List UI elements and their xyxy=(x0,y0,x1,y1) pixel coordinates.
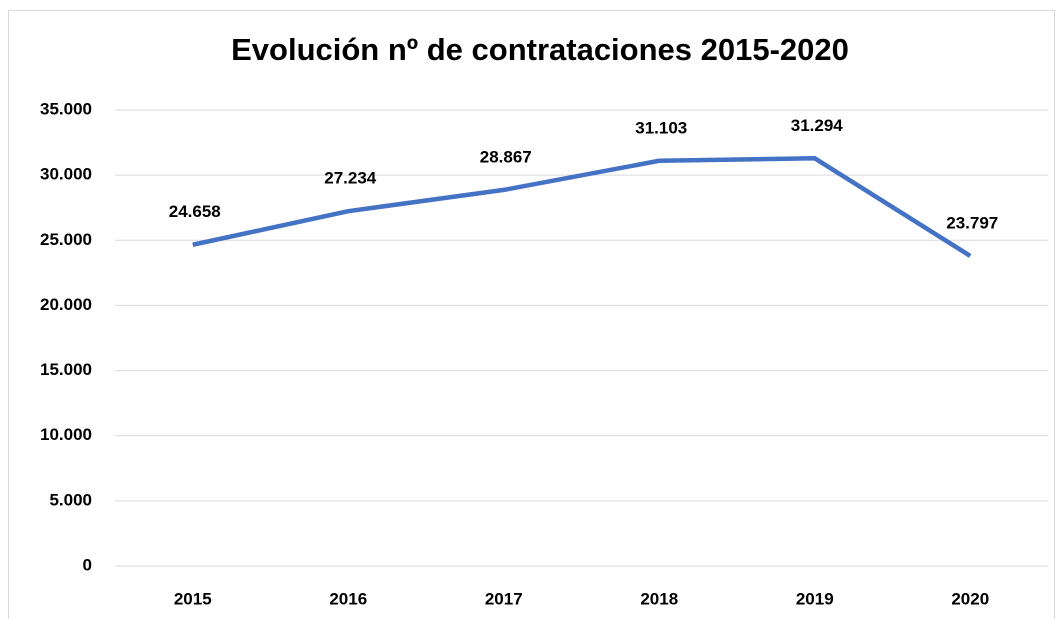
y-tick-label: 0 xyxy=(83,555,92,574)
x-tick-label: 2018 xyxy=(640,589,678,608)
data-label: 31.294 xyxy=(791,116,844,135)
data-label: 31.103 xyxy=(635,118,687,137)
y-tick-label: 5.000 xyxy=(49,490,92,509)
data-label: 27.234 xyxy=(324,169,377,188)
x-tick-label: 2016 xyxy=(329,589,367,608)
data-label: 24.658 xyxy=(169,202,221,221)
y-tick-label: 10.000 xyxy=(40,425,92,444)
y-tick-label: 35.000 xyxy=(40,99,92,118)
x-tick-label: 2017 xyxy=(485,589,523,608)
x-tick-label: 2020 xyxy=(951,589,989,608)
y-tick-label: 25.000 xyxy=(40,230,92,249)
chart-title: Evolución nº de contrataciones 2015-2020 xyxy=(231,32,849,67)
y-tick-label: 15.000 xyxy=(40,360,92,379)
chart-border xyxy=(8,10,1055,619)
y-tick-label: 20.000 xyxy=(40,295,92,314)
x-tick-label: 2015 xyxy=(174,589,212,608)
y-tick-label: 30.000 xyxy=(40,165,92,184)
data-label: 28.867 xyxy=(480,147,532,166)
data-label: 23.797 xyxy=(946,213,998,232)
line-series xyxy=(192,156,972,258)
x-tick-label: 2019 xyxy=(796,589,834,608)
